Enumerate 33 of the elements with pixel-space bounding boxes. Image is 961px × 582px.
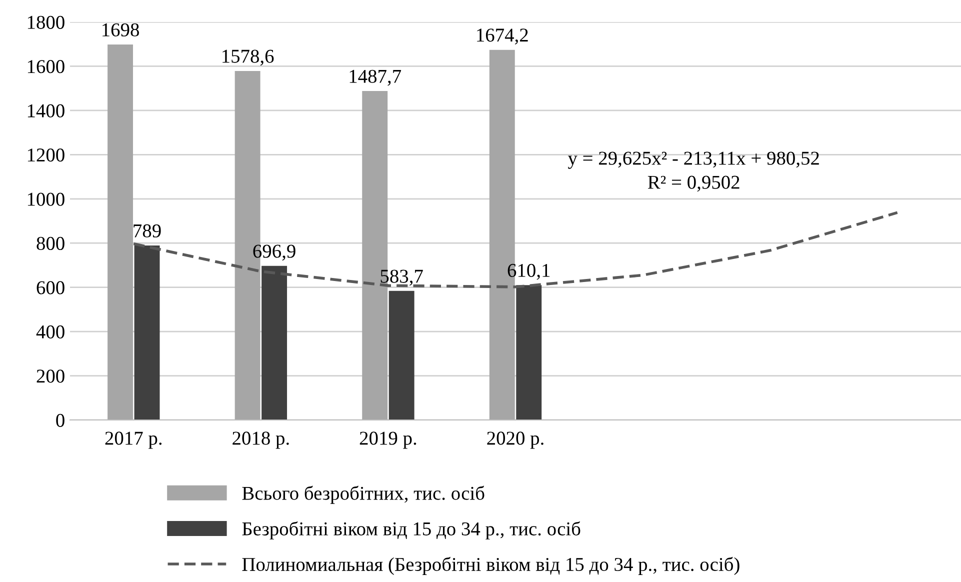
y-tick-label: 1000 — [28, 192, 64, 206]
legend-label: Безробітні віком від 15 до 34 р., тис. осіб — [242, 521, 580, 540]
x-tick-label: 2017 р. — [105, 432, 162, 449]
y-tick-label: 1800 — [28, 16, 64, 29]
y-tick-label: 1400 — [28, 104, 64, 118]
data-label: 696,9 — [253, 244, 296, 261]
y-tick-label: 800 — [36, 236, 64, 250]
data-label: 1674,2 — [477, 28, 528, 44]
legend-label: Всього безробітних, тис. осіб — [242, 486, 484, 504]
bar — [108, 44, 134, 420]
x-tick-label: 2018 р. — [232, 432, 289, 449]
bar — [134, 246, 160, 420]
x-tick-label: 2020 р. — [487, 432, 544, 449]
data-label: 1487,7 — [350, 70, 402, 86]
annotation: y = 29,625x² - 213,11x + 980,52 — [568, 152, 819, 169]
y-tick-label: 200 — [36, 370, 64, 383]
bar — [388, 290, 414, 420]
data-label: 583,7 — [380, 270, 423, 286]
data-label: 610,1 — [508, 264, 550, 280]
data-label: 1698 — [102, 23, 139, 36]
y-tick-label: 600 — [36, 281, 64, 294]
annotation: R² = 0,9502 — [648, 176, 740, 192]
line-series — [132, 211, 899, 288]
x-tick-label: 2019 р. — [360, 432, 416, 449]
y-tick-label: 1600 — [28, 60, 64, 74]
y-tick-label: 1200 — [28, 148, 64, 162]
legend-label: Полиномиальная (Безробітні віком від 15 до 34 р., тис. осіб) — [242, 556, 740, 575]
data-label: 1578,6 — [222, 50, 274, 66]
y-tick-label: 0 — [56, 414, 64, 427]
data-label: 789 — [134, 224, 161, 238]
bar — [516, 285, 542, 420]
y-tick-label: 400 — [36, 325, 64, 338]
bar — [262, 266, 288, 420]
